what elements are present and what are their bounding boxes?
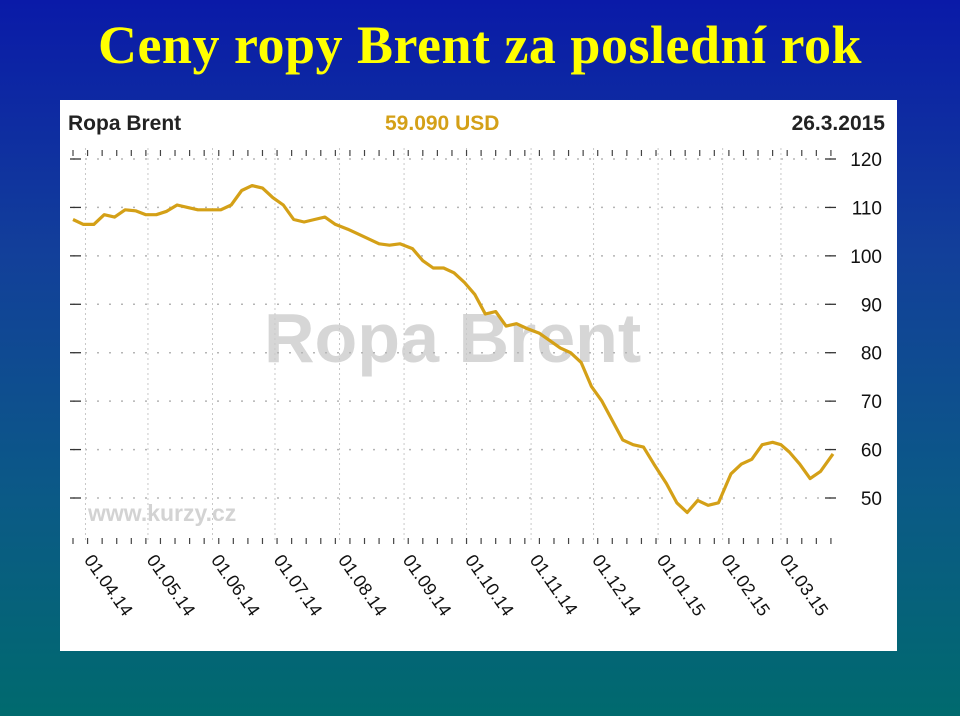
x-tick-label: 01.05.14 (143, 551, 200, 620)
watermark-site: www.kurzy.cz (87, 500, 236, 526)
x-tick-label: 01.06.14 (207, 551, 264, 620)
x-tick-label: 01.10.14 (461, 551, 518, 620)
chart-panel: Ropa Brent www.kurzy.cz 120 110 100 90 80 70 6… (60, 100, 897, 651)
y-tick-label: 110 (852, 198, 882, 219)
y-tick-label: 80 (861, 344, 882, 365)
y-tick-label: 90 (861, 295, 882, 316)
x-tick-label: 01.07.14 (270, 551, 327, 620)
y-tick-label: 50 (861, 489, 882, 510)
x-tick-label: 01.04.14 (80, 551, 137, 620)
y-tick-label: 100 (850, 247, 882, 268)
x-tick-label: 01.02.15 (717, 551, 774, 620)
x-tick-label: 01.01.15 (653, 551, 710, 620)
x-tick-label: 01.08.14 (334, 551, 391, 620)
chart-svg: Ropa Brent www.kurzy.cz 120 110 100 90 80 70 6… (68, 112, 886, 620)
y-tick-label: 120 (850, 150, 882, 171)
x-tick-label: 01.03.15 (776, 551, 833, 620)
series-line-brent (72, 183, 835, 515)
x-tick-label: 01.09.14 (399, 551, 456, 620)
chart-price: 59.090 USD (385, 112, 499, 135)
y-axis-ticks: 120 110 100 90 80 70 60 50 (850, 150, 882, 510)
x-axis-ticks: 01.04.14 01.05.14 01.06.14 01.07.14 01.08.14… (80, 551, 832, 620)
x-tick-label: 01.11.14 (526, 551, 582, 619)
series-layer (72, 183, 835, 515)
watermark-main: Ropa Brent (264, 299, 641, 377)
chart-instrument: Ropa Brent (68, 112, 181, 135)
y-tick-label: 60 (861, 441, 882, 462)
grid-layer (70, 148, 836, 544)
y-tick-label: 70 (861, 392, 882, 413)
slide-title: Ceny ropy Brent za poslední rok (97, 15, 863, 75)
x-tick-label: 01.12.14 (588, 551, 645, 620)
chart-date: 26.3.2015 (792, 112, 886, 135)
